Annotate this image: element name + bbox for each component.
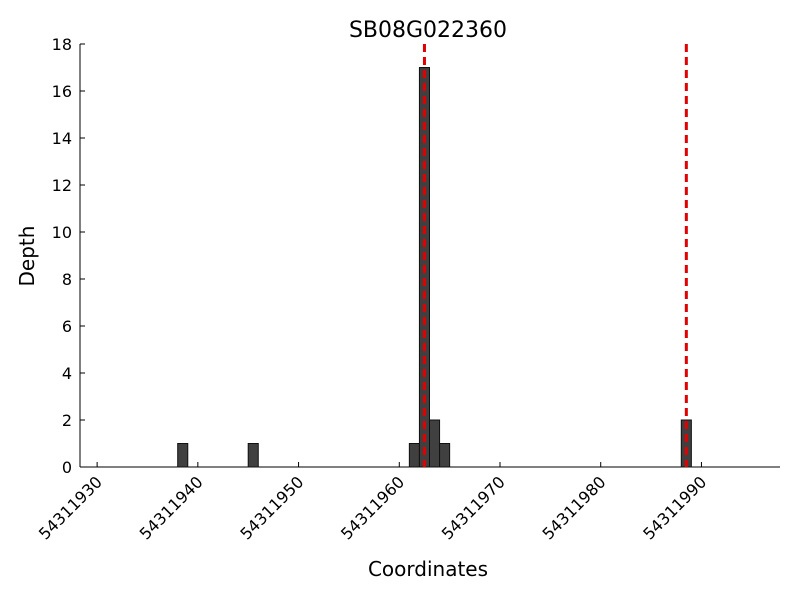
y-tick-label: 0 (62, 458, 72, 477)
x-tick-label: 54311980 (539, 472, 610, 543)
y-tick-label: 10 (52, 223, 72, 242)
x-axis-label: Coordinates (368, 557, 488, 581)
y-tick-label: 6 (62, 317, 72, 336)
x-tick-label: 54311930 (35, 472, 106, 543)
bar (439, 443, 451, 468)
bar (428, 419, 441, 468)
x-tick-label: 54311940 (136, 472, 207, 543)
y-tick-label: 12 (52, 176, 72, 195)
x-tick-label: 54311990 (639, 472, 710, 543)
bar (247, 443, 259, 468)
y-tick-label: 14 (52, 129, 72, 148)
x-tick-label: 54311950 (236, 472, 307, 543)
bar (177, 443, 189, 468)
chart-title: SB08G022360 (349, 18, 507, 43)
y-tick-label: 2 (62, 411, 72, 430)
x-tick-label: 54311970 (438, 472, 509, 543)
y-tick-label: 18 (52, 35, 72, 54)
y-tick-label: 4 (62, 364, 72, 383)
x-tick-label: 54311960 (337, 472, 408, 543)
y-axis-label: Depth (15, 226, 39, 287)
y-tick-label: 16 (52, 82, 72, 101)
y-tick-label: 8 (62, 270, 72, 289)
bar (408, 443, 420, 468)
